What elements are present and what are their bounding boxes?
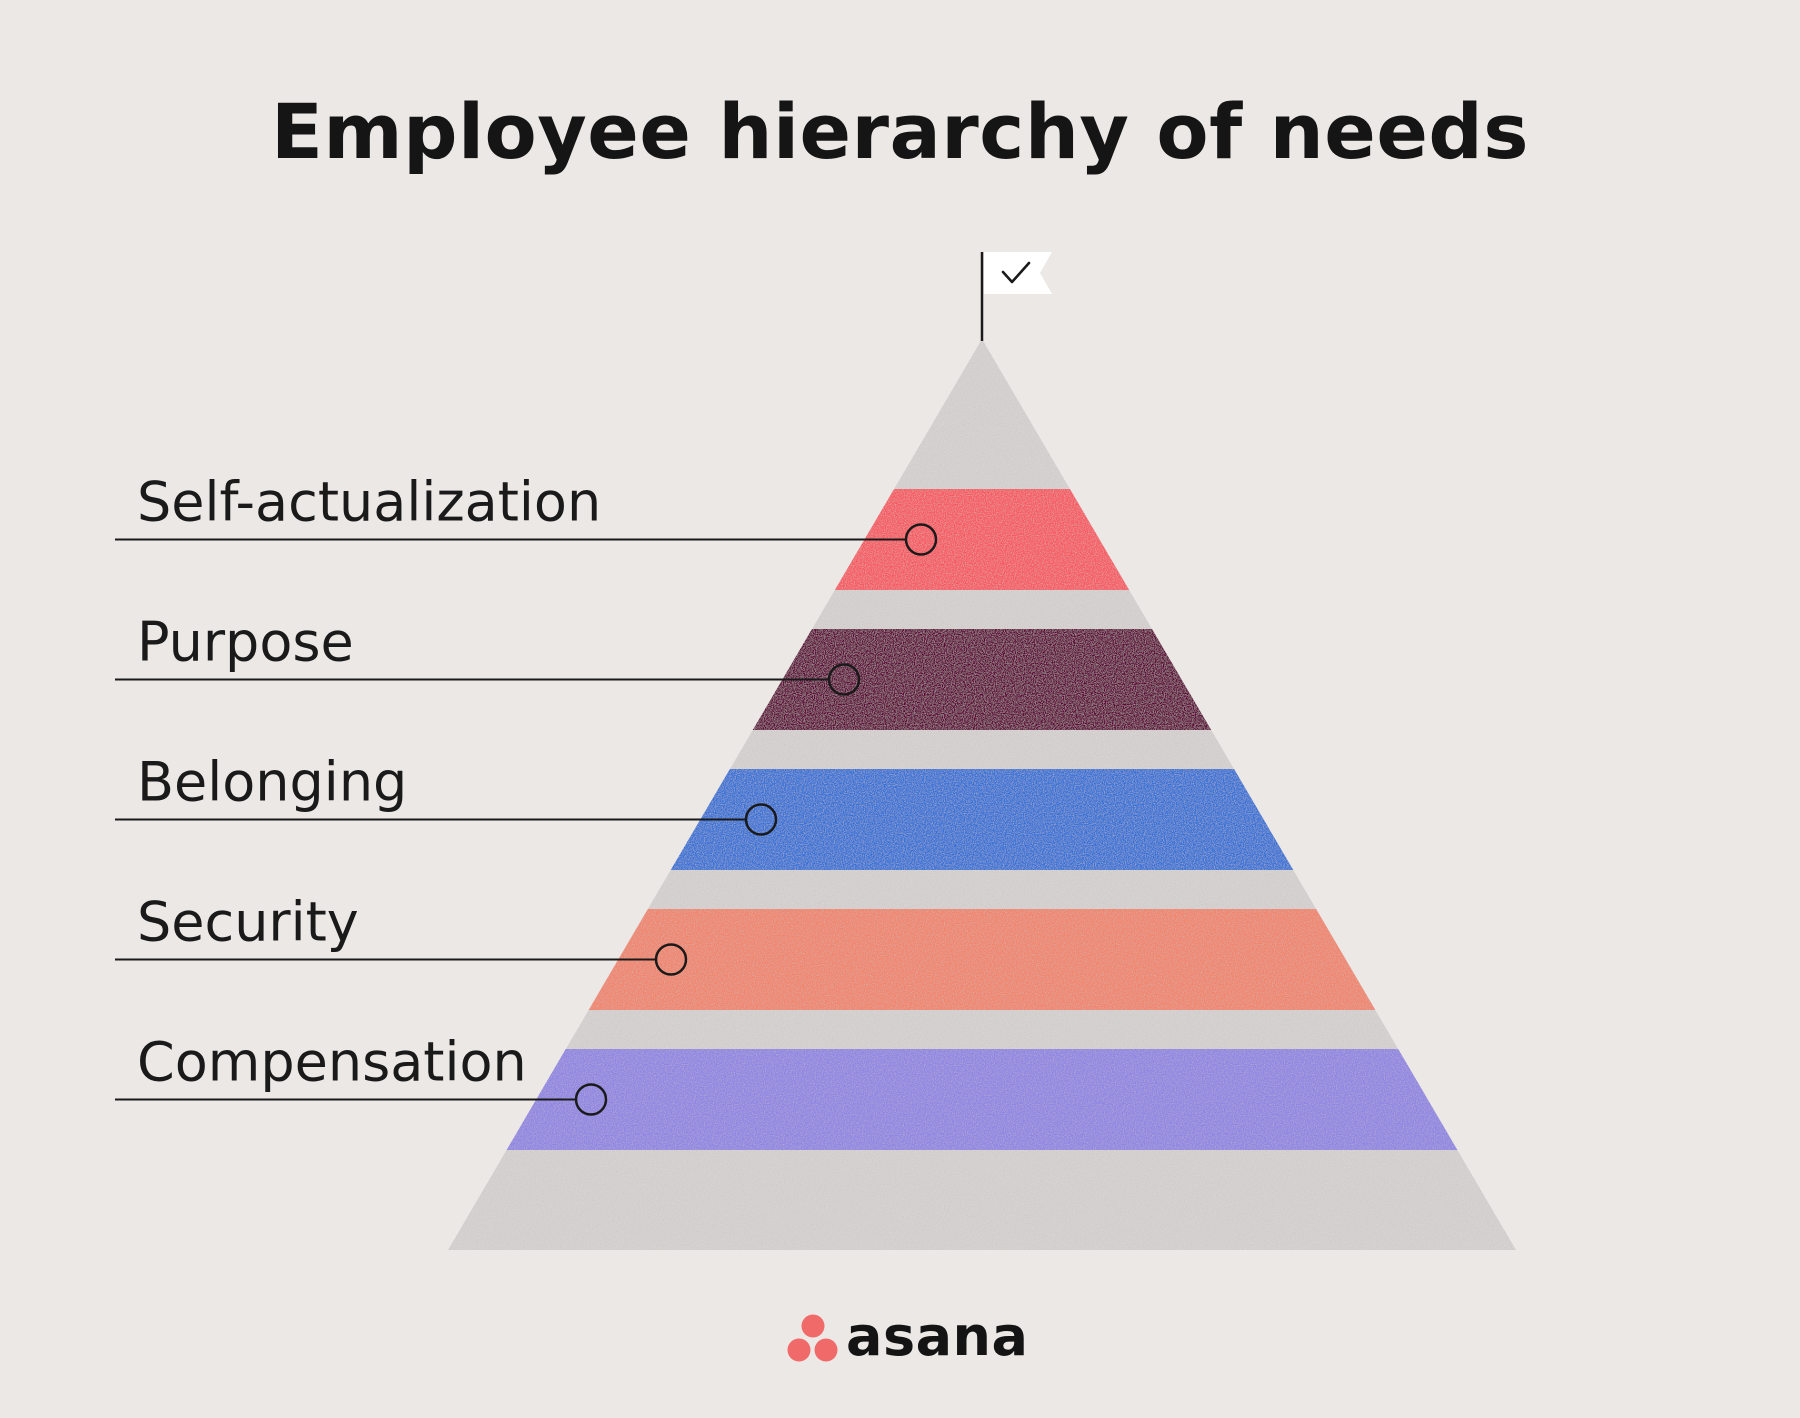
level-label: Purpose [137,611,354,674]
connector-marker [654,943,688,976]
brand-name: asana [846,1305,1028,1368]
connector-marker [827,663,861,696]
level-label: Compensation [137,1031,527,1094]
band-1 [752,629,1212,730]
band-3 [588,909,1376,1010]
asana-dots-icon [787,1314,838,1362]
asana-logo: asana [787,1305,1028,1368]
band-4 [506,1049,1458,1150]
connector-marker [744,803,778,836]
flag [980,252,1052,341]
connector-marker [904,523,938,556]
connector-marker [574,1083,608,1116]
band-2 [670,769,1294,870]
band-0 [834,489,1130,590]
check-icon [1001,261,1031,284]
level-label: Belonging [137,751,407,814]
diagram-title: Employee hierarchy of needs [271,87,1529,176]
level-label: Self-actualization [137,471,601,534]
level-label: Security [137,891,359,954]
flag-banner [984,252,1052,294]
